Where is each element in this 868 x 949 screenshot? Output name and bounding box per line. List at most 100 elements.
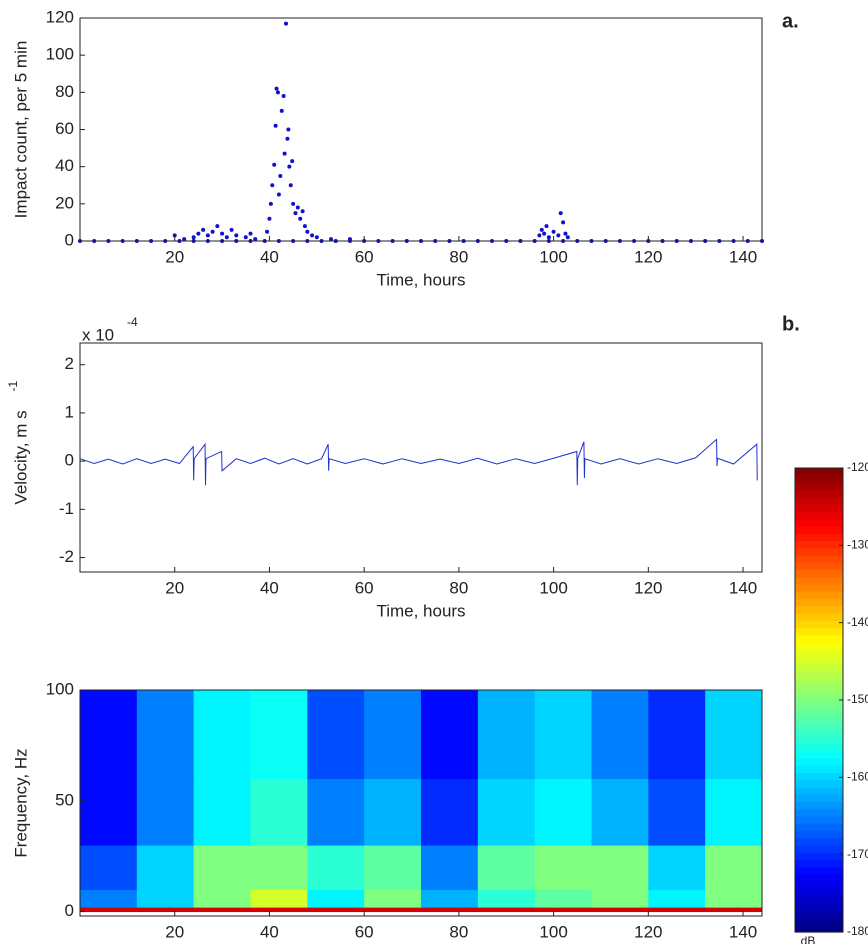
spectrogram-cell (193, 845, 251, 890)
colorbar-tick-label: -150 (847, 692, 868, 706)
point (558, 211, 563, 216)
colorbar-swatch (795, 881, 843, 890)
point (565, 235, 570, 240)
point (224, 235, 229, 240)
spectrogram-cell (80, 889, 138, 908)
colorbar-swatch (795, 605, 843, 614)
point (288, 183, 293, 188)
point (201, 227, 206, 232)
spectrogram-cell (80, 778, 138, 846)
x-tick-label: 20 (165, 247, 184, 266)
point (282, 151, 287, 156)
colorbar-swatch (795, 874, 843, 882)
colorbar-swatch (795, 888, 843, 897)
point (305, 229, 310, 234)
colorbar-swatch (795, 547, 843, 556)
spectrogram-cell (364, 690, 422, 780)
point (191, 235, 196, 240)
colorbar-swatch (795, 779, 843, 788)
point (286, 127, 291, 132)
point (215, 224, 220, 229)
spectrogram-cell (648, 889, 706, 908)
colorbar-swatch (795, 642, 843, 650)
y-tick-label: 120 (46, 7, 74, 26)
spectrogram-cell (534, 690, 592, 780)
spectrogram-cell (250, 778, 308, 846)
colorbar-swatch (795, 685, 843, 694)
colorbar-swatch (795, 823, 843, 832)
x-axis-label: Time, hours (376, 270, 465, 289)
point (347, 237, 352, 242)
x-tick-label: 20 (165, 922, 184, 941)
colorbar-swatch (795, 620, 843, 629)
y-axis-label: Velocity, m s (11, 410, 30, 504)
axes-frame (79, 17, 763, 242)
colorbar-swatch (795, 497, 843, 505)
point (267, 216, 272, 221)
colorbar-swatch (795, 895, 843, 904)
colorbar-swatch (795, 533, 843, 542)
spectrogram-cell (193, 778, 251, 846)
spectrogram-cell (364, 845, 422, 890)
y-tick-label: 60 (55, 119, 74, 138)
x-tick-label: 60 (355, 578, 374, 597)
y-tick-label: 2 (65, 354, 74, 373)
point (270, 183, 275, 188)
y-axis-label-sup: -1 (6, 381, 20, 392)
point (295, 205, 300, 210)
point (310, 233, 315, 238)
y-tick-label: 0 (65, 451, 74, 470)
point (556, 233, 561, 238)
spectrogram-cell (193, 889, 251, 908)
point (275, 90, 280, 95)
point (279, 108, 284, 113)
colorbar-swatch (795, 924, 843, 933)
point (563, 231, 568, 236)
x-tick-label: 100 (539, 578, 567, 597)
colorbar-swatch (795, 758, 843, 766)
spectrogram-cell (193, 907, 251, 913)
x-tick-label: 80 (449, 247, 468, 266)
point (561, 220, 566, 225)
colorbar-tick-label: -170 (847, 847, 868, 861)
point (285, 136, 290, 141)
spectrogram-cell (421, 889, 479, 908)
colorbar-swatch (795, 504, 843, 513)
colorbar-swatch (795, 569, 843, 578)
spectrogram-cell (421, 690, 479, 780)
colorbar-swatch (795, 837, 843, 846)
point (220, 231, 225, 236)
point (268, 201, 273, 206)
x-axis-label: Time, hours (376, 601, 465, 620)
spectrogram-cell (421, 845, 479, 890)
spectrogram-cell (705, 778, 763, 846)
spectrogram-cell (705, 690, 763, 780)
spectrogram-cell (250, 889, 308, 908)
colorbar-swatch (795, 562, 843, 571)
x-tick-label: 120 (634, 922, 662, 941)
colorbar-swatch (795, 714, 843, 723)
point (229, 227, 234, 232)
x-tick-label: 20 (165, 578, 184, 597)
point (281, 94, 286, 99)
point (290, 159, 295, 164)
point (234, 233, 239, 238)
colorbar-swatch (795, 663, 843, 672)
x-tick-label: 140 (729, 578, 757, 597)
colorbar-swatch (795, 649, 843, 658)
y-tick-label: 0 (65, 901, 74, 920)
colorbar-swatch (795, 787, 843, 795)
colorbar-swatch (795, 692, 843, 701)
colorbar-swatch (795, 482, 843, 491)
spectrogram-cell (648, 690, 706, 780)
spectrogram-cell (705, 907, 763, 913)
spectrogram-cell (477, 778, 536, 846)
point (537, 233, 542, 238)
colorbar-swatch (795, 852, 843, 861)
colorbar-swatch (795, 598, 843, 607)
spectrogram-cell (364, 889, 422, 908)
spectrogram-cell (136, 690, 195, 780)
spectrogram-cell (534, 889, 592, 908)
spectrogram-cell (307, 690, 365, 780)
colorbar-swatch (795, 613, 843, 621)
